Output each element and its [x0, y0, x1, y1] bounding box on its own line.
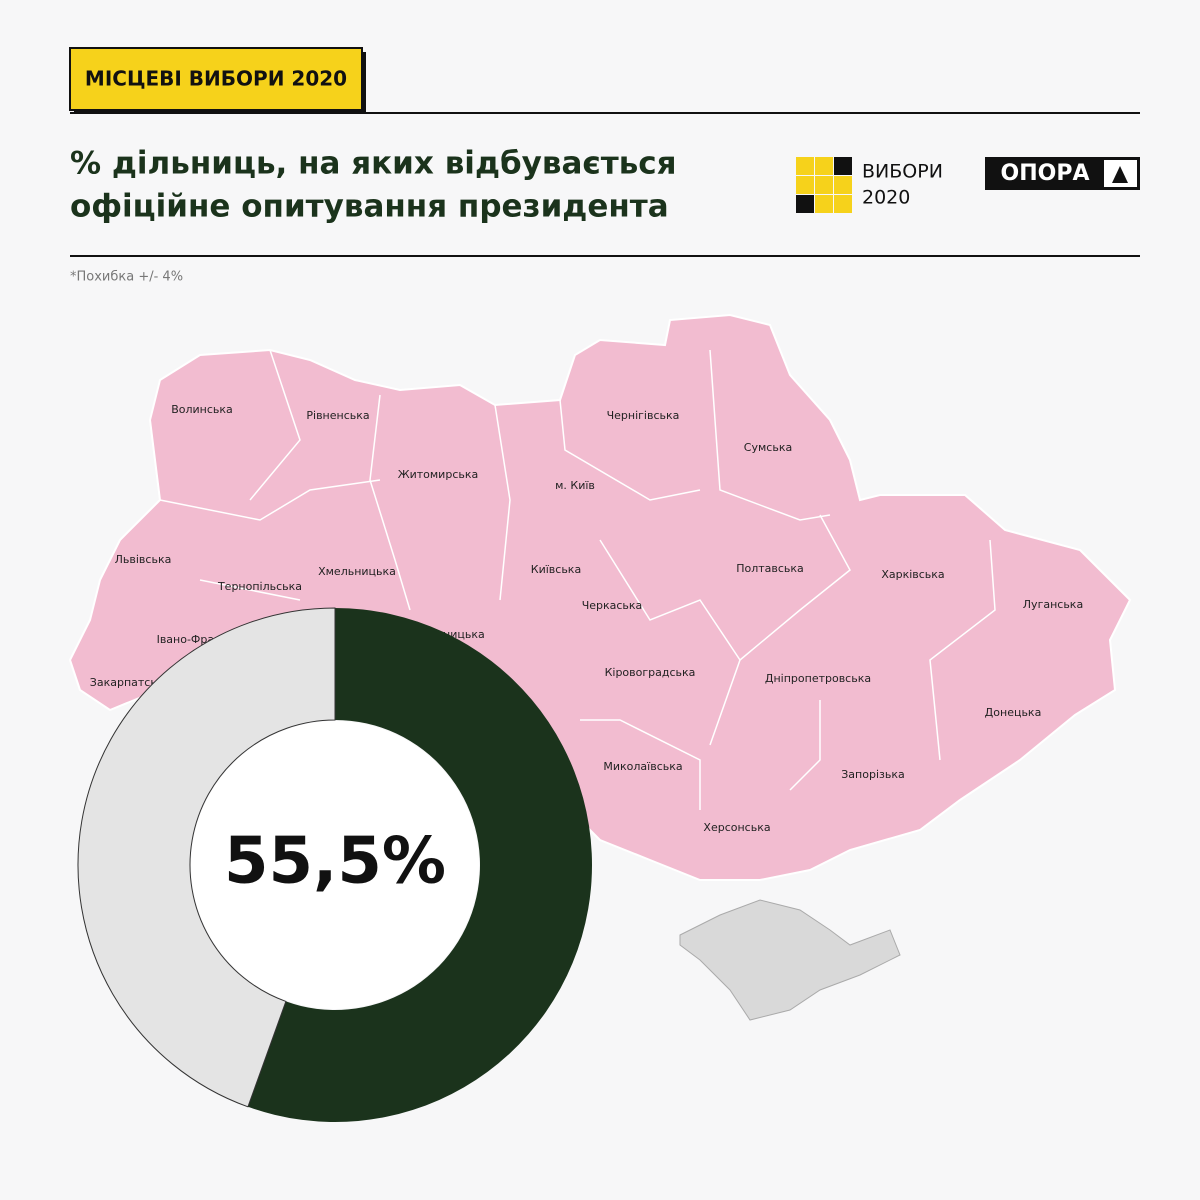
region-label: Дніпропетровська [765, 672, 871, 685]
region-label: Сумська [744, 441, 792, 454]
donut-segment [77, 607, 336, 1108]
opora-triangle [1112, 166, 1128, 183]
region-label: Полтавська [736, 562, 804, 575]
region-label: Харківська [881, 568, 944, 581]
region-label: Чернігівська [607, 409, 680, 422]
region-label: Хмельницька [318, 565, 396, 578]
donut-chart: 55,5% [77, 607, 592, 1123]
opora-logo: ОПОРА [1001, 161, 1090, 186]
logo-text: ВИБОРИ [862, 161, 943, 183]
region-label: Миколаївська [603, 760, 682, 773]
region-label: Запорізька [841, 768, 904, 781]
region-label: Луганська [1023, 598, 1083, 611]
region-label: м. Київ [555, 479, 595, 492]
crimea [679, 899, 901, 1021]
region-borders [159, 349, 996, 810]
region-label: Кіровоградська [605, 666, 696, 679]
donut-segment [247, 608, 592, 1123]
region-label: Волинська [171, 403, 233, 416]
tag-box [69, 47, 363, 111]
region-label: Житомирська [398, 468, 478, 481]
tag: МІСЦЕВІ ВИБОРИ 2020 [85, 67, 347, 91]
note: *Похибка +/- 4% [70, 270, 183, 285]
region-label: Херсонська [703, 821, 770, 834]
logo-text: 2020 [862, 187, 910, 209]
title-line: % дільниць, на яких відбувається [70, 146, 677, 182]
title-line: офіційне опитування президента [70, 189, 669, 225]
vybory-logo [796, 157, 852, 213]
region-label: Тернопільська [217, 580, 302, 593]
region-label: Донецька [985, 706, 1042, 719]
region-label: Рівненська [306, 409, 369, 422]
region-label: Черкаська [582, 599, 643, 612]
region-label: Львівська [115, 553, 172, 566]
donut-hole [191, 721, 479, 1009]
region-label: Київська [531, 563, 581, 576]
center-label: 55,5% [224, 825, 446, 899]
